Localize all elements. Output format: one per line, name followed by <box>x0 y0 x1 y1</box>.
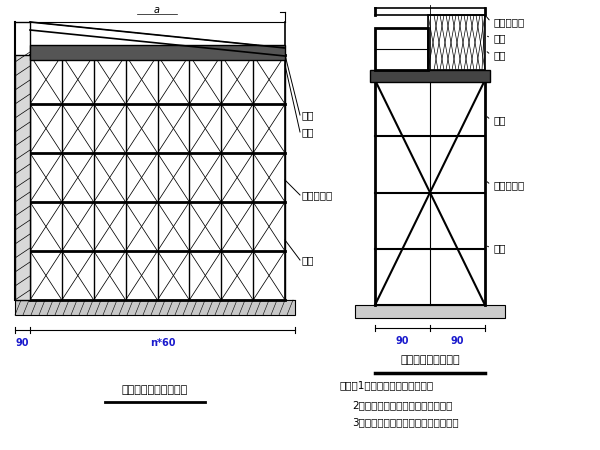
Bar <box>355 305 505 318</box>
Text: 90: 90 <box>16 338 29 348</box>
Text: 纵梁: 纵梁 <box>493 115 505 125</box>
Text: 碜扣式支架: 碜扣式支架 <box>493 180 524 190</box>
Text: 疏梁施工支架横断面图: 疏梁施工支架横断面图 <box>122 385 188 395</box>
Text: 增柱: 增柱 <box>302 255 314 265</box>
Text: 疏梁施工支架立面图: 疏梁施工支架立面图 <box>400 355 460 365</box>
Text: 横梁: 横梁 <box>493 50 505 60</box>
Bar <box>15 300 295 315</box>
Text: n*60: n*60 <box>150 338 175 348</box>
Text: 3、支架高度根据增柱高度进行调垃。: 3、支架高度根据增柱高度进行调垃。 <box>352 417 458 427</box>
Text: a: a <box>154 5 160 15</box>
Text: 碜扣式支架: 碜扣式支架 <box>302 190 333 200</box>
Text: 增柱: 增柱 <box>493 243 505 253</box>
Bar <box>15 55 30 300</box>
Text: 90: 90 <box>395 336 409 346</box>
Text: 90: 90 <box>450 336 464 346</box>
Text: 安全防护网: 安全防护网 <box>493 17 524 27</box>
Text: 横梁: 横梁 <box>302 110 314 120</box>
Text: 说明：1、本图尺寸均以厘米计。: 说明：1、本图尺寸均以厘米计。 <box>340 380 434 390</box>
Bar <box>370 70 490 82</box>
Text: 纵梁: 纵梁 <box>302 127 314 137</box>
Bar <box>375 28 428 70</box>
Text: 2、支架底都坐在处理好的地基上，: 2、支架底都坐在处理好的地基上， <box>352 400 452 410</box>
Text: 侧模: 侧模 <box>493 33 505 43</box>
Bar <box>428 15 485 70</box>
Bar <box>30 45 285 60</box>
